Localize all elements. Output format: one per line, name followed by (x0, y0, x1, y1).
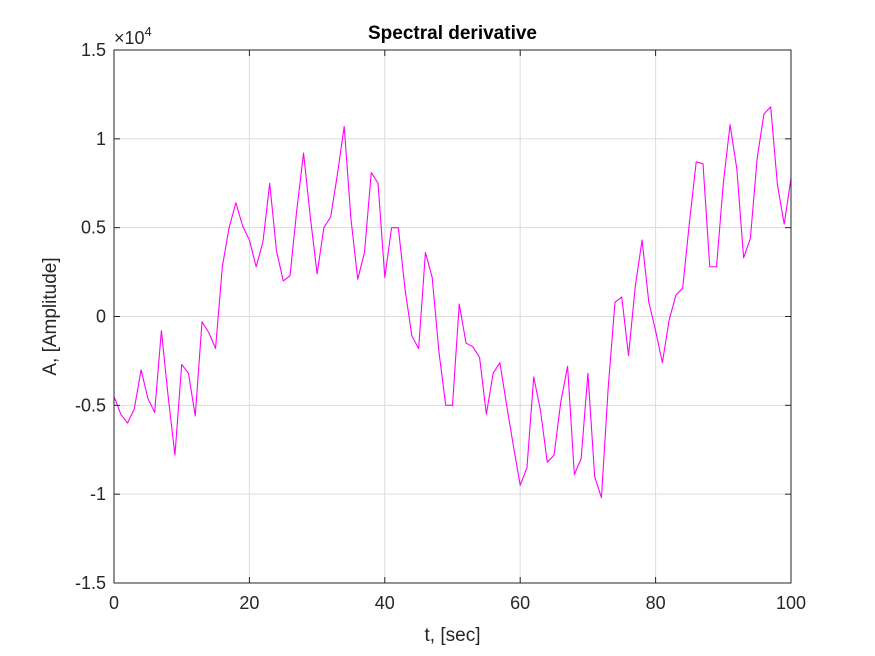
x-tick-label: 60 (510, 593, 530, 613)
chart-title: Spectral derivative (368, 23, 537, 44)
x-tick-label: 0 (109, 593, 119, 613)
y-tick-label: 0.5 (81, 218, 106, 238)
y-tick-label: 0 (96, 307, 106, 327)
series-line (113, 106, 792, 499)
y-tick-label: -1 (90, 484, 106, 504)
x-tick-label: 40 (375, 593, 395, 613)
series-layer (113, 106, 792, 499)
y-axis-ticks: -1.5 -1 -0.5 0 0.5 1 1.5 (75, 40, 791, 593)
x-axis-ticks: 0 20 40 60 80 100 (109, 50, 806, 613)
y-tick-label: -0.5 (75, 395, 106, 415)
x-tick-label: 100 (776, 593, 806, 613)
y-axis-label: A, [Amplitude] (40, 257, 61, 375)
y-tick-label: 1 (96, 129, 106, 149)
y-tick-label: -1.5 (75, 573, 106, 593)
x-tick-label: 80 (646, 593, 666, 613)
x-tick-label: 20 (239, 593, 259, 613)
y-tick-label: 1.5 (81, 40, 106, 60)
exponent-power: 4 (145, 24, 152, 39)
y-axis-exponent: ×104 (114, 24, 152, 48)
x-axis-label: t, [sec] (425, 625, 481, 646)
exponent-base: ×10 (114, 28, 145, 48)
